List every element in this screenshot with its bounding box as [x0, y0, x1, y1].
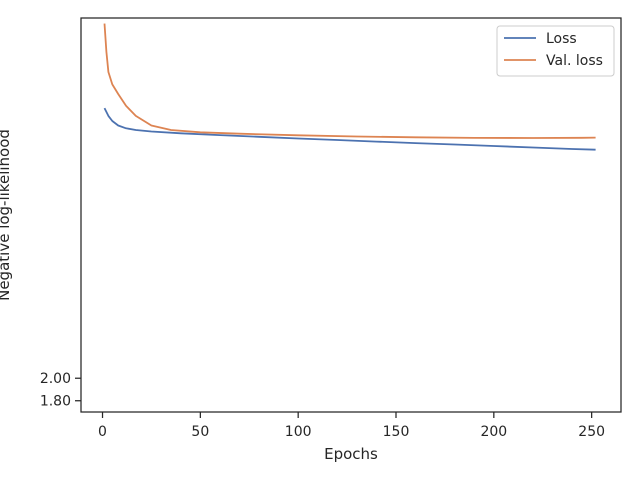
x-tick-label: 150	[383, 424, 410, 440]
plot-frame	[80, 17, 622, 413]
legend: Loss Val. loss	[496, 25, 615, 77]
x-axis-label: Epochs	[324, 445, 378, 463]
legend-label-loss: Loss	[546, 31, 577, 47]
y-tick-label: 2.00	[40, 371, 71, 387]
y-axis-label: Negative log-likelihood	[0, 129, 13, 301]
x-tick-label: 250	[578, 424, 605, 440]
legend-label-val-loss: Val. loss	[546, 53, 603, 69]
x-tick-label: 0	[98, 424, 107, 440]
x-axis: 0 50 100 150 200 250	[98, 412, 605, 440]
x-tick-label: 100	[285, 424, 312, 440]
x-tick-label: 200	[480, 424, 507, 440]
series-line-val-loss	[103, 23, 596, 139]
x-tick-label: 50	[191, 424, 209, 440]
series-line-loss	[103, 107, 596, 151]
y-tick-label: 1.80	[40, 394, 71, 410]
plot-lines	[103, 23, 596, 151]
y-axis: 1.80 2.00	[40, 371, 81, 410]
